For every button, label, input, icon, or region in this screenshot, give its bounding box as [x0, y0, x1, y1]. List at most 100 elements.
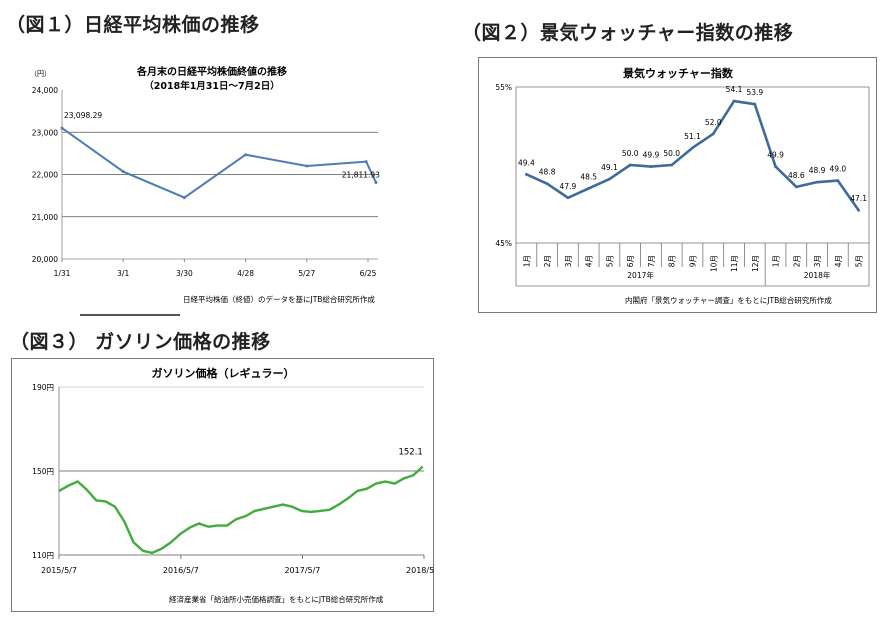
x-tick-label: 1/31	[54, 269, 71, 278]
data-label: 48.6	[788, 171, 805, 180]
data-point	[815, 180, 819, 184]
data-point	[374, 180, 378, 184]
data-label: 47.9	[560, 182, 577, 191]
figure-3-chart: ガソリン価格（レギュラー） 190円 150円 110円 2015/5/7 2016/5/…	[11, 358, 442, 612]
data-label: 48.9	[809, 166, 826, 175]
data-point	[836, 179, 840, 182]
y-tick-label: 55%	[495, 83, 512, 92]
data-point	[649, 165, 653, 168]
chart-title: ガソリン価格（レギュラー）	[152, 366, 295, 380]
y-tick-label: 190円	[32, 383, 54, 392]
data-point	[691, 146, 694, 150]
data-point	[794, 185, 798, 189]
x-tick-label: 5/27	[298, 269, 315, 278]
data-point	[753, 102, 757, 106]
data-point	[732, 99, 736, 103]
data-label-latest: 152.1	[398, 448, 422, 458]
figure-2-heading: （図２）景気ウォッチャー指数の推移	[462, 22, 794, 44]
gasoline-series-line	[58, 465, 424, 555]
month-label: 5月	[855, 255, 864, 267]
month-label: 2月	[543, 255, 552, 267]
month-label: 1月	[772, 255, 781, 267]
data-point	[244, 153, 248, 157]
gasoline-chart: ガソリン価格（レギュラー） 190円 150円 110円 2015/5/7 2016/5/…	[11, 358, 442, 612]
chart-subtitle: （2018年1月31日～7月2日）	[144, 80, 280, 92]
data-label: 49.9	[767, 151, 784, 160]
x-tick-label: 4/28	[237, 269, 254, 278]
x-tick-label: 2015/5/7	[41, 566, 77, 575]
x-tick-label: 3/30	[176, 269, 193, 278]
data-point	[566, 196, 570, 200]
year-label-2018: 2018年	[804, 270, 831, 280]
month-label: 3月	[813, 255, 822, 267]
month-label: 11月	[730, 255, 739, 272]
data-label: 49.0	[830, 165, 847, 174]
data-label: 47.1	[850, 194, 867, 203]
data-point	[857, 208, 861, 212]
watcher-chart: 景気ウォッチャー指数 55% 45% 1月 2月 3月 4月 5月 6月 7月 8月 9月 10月 11月…	[478, 57, 877, 313]
y-tick-label: 22,000	[32, 171, 58, 180]
month-label: 6月	[626, 255, 635, 267]
data-label: 53.9	[746, 88, 763, 97]
month-label: 9月	[689, 255, 698, 267]
data-label: 49.9	[643, 151, 660, 160]
data-label: 51.1	[684, 132, 701, 141]
data-point	[305, 164, 309, 168]
figure-1-chart: 各月末の日経平均株価終値の推移 （2018年1月31日～7月2日） （円） 24,00…	[12, 62, 386, 314]
source-note: 日経平均株価（終値）のデータを基にJTB総合研究所作成	[183, 294, 375, 304]
data-point	[121, 170, 125, 174]
data-point	[182, 196, 186, 200]
data-point	[628, 163, 632, 167]
data-label: 48.5	[580, 172, 597, 181]
x-tick-label: 2016/5/7	[163, 566, 199, 575]
month-label: 3月	[564, 255, 573, 267]
data-point	[364, 160, 368, 164]
figure-2-chart: 景気ウォッチャー指数 55% 45% 1月 2月 3月 4月 5月 6月 7月 8月 9月 10月 11月…	[478, 57, 877, 313]
x-tick-label: 3/1	[117, 269, 129, 278]
data-label: 49.4	[518, 158, 535, 167]
figure-1-separator	[80, 314, 180, 316]
year-label-2017: 2017年	[627, 270, 654, 280]
y-tick-label: 45%	[495, 239, 512, 248]
y-tick-label: 23,000	[32, 128, 58, 137]
x-tick-label: 6/25	[360, 269, 377, 278]
y-tick-label: 150円	[32, 467, 54, 476]
data-point	[545, 182, 549, 186]
source-note: 内閣府「景気ウォッチャー調査」をもとにJTB総合研究所作成	[625, 295, 832, 305]
data-label: 52.0	[705, 118, 722, 127]
month-label: 12月	[751, 255, 760, 272]
figure-1-heading: （図１）日経平均株価の推移	[6, 14, 260, 36]
data-label-start: 23,098.29	[64, 111, 102, 120]
data-point	[524, 172, 528, 176]
data-label: 54.1	[726, 85, 743, 94]
nikkei-chart: 各月末の日経平均株価終値の推移 （2018年1月31日～7月2日） （円） 24,00…	[12, 62, 386, 314]
data-label: 48.8	[539, 168, 556, 177]
figure-3-heading: （図３） ガソリン価格の推移	[10, 331, 271, 353]
data-point	[60, 126, 64, 130]
data-point	[774, 165, 777, 168]
source-note: 経済産業省「給油所小売価格調査」をもとにJTB総合研究所作成	[169, 594, 384, 604]
x-tick-label: 2018/5/7	[406, 566, 434, 575]
month-label: 10月	[709, 255, 718, 272]
month-label: 4月	[834, 255, 843, 267]
chart-title: 景気ウォッチャー指数	[622, 66, 734, 80]
unit-label: （円）	[30, 70, 51, 78]
y-tick-label: 21,000	[32, 213, 58, 222]
data-label: 50.0	[663, 149, 680, 158]
data-point	[711, 132, 715, 136]
y-tick-label: 20,000	[32, 255, 58, 264]
data-label: 50.0	[622, 149, 639, 158]
chart-title: 各月末の日経平均株価終値の推移	[136, 65, 287, 78]
month-label: 8月	[668, 255, 677, 267]
month-label: 2月	[792, 255, 801, 267]
month-label: 1月	[522, 255, 531, 267]
month-label: 4月	[585, 255, 594, 267]
y-tick-label: 110円	[32, 551, 54, 560]
data-point	[608, 177, 611, 181]
data-point	[587, 187, 591, 190]
data-point	[670, 163, 674, 167]
month-label: 7月	[647, 255, 656, 267]
y-tick-label: 24,000	[32, 86, 58, 95]
data-label: 49.1	[601, 163, 618, 172]
data-label-end: 21,811.93	[342, 170, 380, 179]
